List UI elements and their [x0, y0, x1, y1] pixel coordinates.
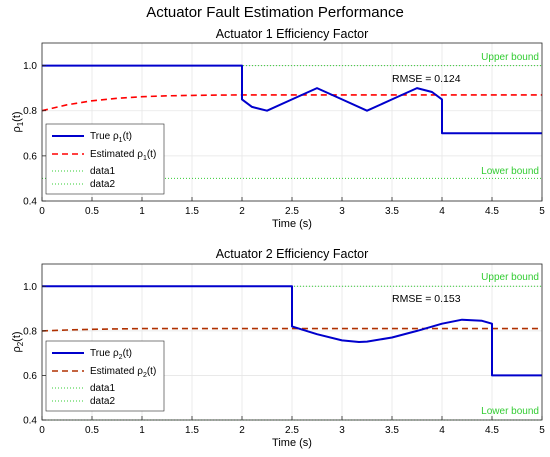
panel-1-legend-label-estimated: Estimated ρ1(t) — [90, 149, 156, 162]
panel-1-ylabel-rest: (t) — [11, 111, 23, 121]
panel-1-annotation: RMSE = 0.124 — [392, 73, 461, 85]
panel-2-estimated-series-line — [41, 327, 542, 332]
panel-1-ytick-label: 0.8 — [23, 106, 37, 117]
panel-1-legend: True ρ1(t) Estimated ρ1(t) data1 data2 — [45, 123, 165, 195]
panel-2-xtick-label: 2.5 — [285, 425, 299, 436]
panel-1-true-series-line — [42, 64, 542, 135]
panel-1-ticks: 0 0.5 1 1.5 2 2.5 3 3.5 4 4.5 5 0.4 0.6 0.8 1.0 — [23, 61, 545, 217]
panel-2-true-series-line — [42, 285, 542, 377]
panel-1-xtick-label: 1.5 — [185, 206, 199, 217]
panel-1-xtick-label: 5 — [539, 206, 545, 217]
panel-1-xtick-label: 0 — [39, 206, 45, 217]
panel-2-ylabel-rest: (t) — [11, 331, 23, 341]
panel-1-xtick-label: 3.5 — [385, 206, 399, 217]
panel-2-xtick-label: 5 — [539, 425, 545, 436]
panel-2-xtick-label: 2 — [239, 425, 245, 436]
panel-2-ytick-label: 0.6 — [23, 371, 37, 382]
panel-1-xtick-label: 1 — [139, 206, 145, 217]
panel-1-xtick-label: 4 — [439, 206, 445, 217]
panel-1-legend-label-data2: data2 — [90, 179, 115, 190]
panel-1-estimated-series-line — [41, 94, 542, 112]
panel-2-annotation: RMSE = 0.153 — [392, 293, 461, 305]
panel-2-lower-bound-label: Lower bound — [481, 406, 539, 417]
panel-2-ticks: 0 0.5 1 1.5 2 2.5 3 3.5 4 4.5 5 0.4 0.6 0.8 1.0 — [23, 282, 545, 436]
panel-2: Actuator 2 Efficiency Factor 0 0.5 1 1.5 2 2.… — [11, 247, 545, 449]
panel-1-xtick-label: 4.5 — [485, 206, 499, 217]
panel-2-legend-label-data2: data2 — [90, 396, 115, 407]
panel-2-ylabel-base: ρ — [11, 346, 23, 352]
panel-1-ytick-label: 0.4 — [23, 197, 37, 208]
panel-2-xtick-label: 1 — [139, 425, 145, 436]
panel-2-xtick-label: 3.5 — [385, 425, 399, 436]
panel-2-ylabel: ρ2(t) — [11, 331, 25, 352]
panel-1-ylabel-sub: 1 — [16, 121, 25, 126]
panel-1-legend-label-data1: data1 — [90, 166, 115, 177]
panel-2-legend-label-data1: data1 — [90, 383, 115, 394]
panel-2-ytick-label: 0.8 — [23, 326, 37, 337]
panel-2-xtick-label: 0.5 — [85, 425, 99, 436]
panel-2-xtick-label: 0 — [39, 425, 45, 436]
panel-1-xtick-label: 3 — [339, 206, 345, 217]
panel-1-xtick-label: 0.5 — [85, 206, 99, 217]
panel-1: Actuator 1 Efficiency Factor 0 0.5 1 1.5 2 2.… — [11, 27, 545, 230]
panel-1-plot — [41, 64, 542, 179]
panel-2-xtick-label: 1.5 — [185, 425, 199, 436]
figure-title: Actuator Fault Estimation Performance — [146, 4, 404, 21]
panel-1-ytick-label: 1.0 — [23, 61, 37, 72]
panel-2-legend-label-true: True ρ2(t) — [90, 348, 132, 361]
panel-2-ytick-label: 0.4 — [23, 416, 37, 427]
panel-2-xtick-label: 4.5 — [485, 425, 499, 436]
panel-2-xlabel: Time (s) — [272, 437, 312, 449]
panel-1-lower-bound-label: Lower bound — [481, 166, 539, 177]
panel-2-ylabel-sub: 2 — [16, 341, 25, 346]
panel-1-ylabel: ρ1(t) — [11, 111, 25, 132]
panel-2-xtick-label: 4 — [439, 425, 445, 436]
panel-1-ytick-label: 0.6 — [23, 151, 37, 162]
panel-2-xtick-label: 3 — [339, 425, 345, 436]
panel-1-xtick-label: 2.5 — [285, 206, 299, 217]
panel-1-title: Actuator 1 Efficiency Factor — [216, 27, 369, 41]
panel-1-upper-bound-label: Upper bound — [481, 52, 539, 63]
panel-1-legend-label-true: True ρ1(t) — [90, 131, 132, 144]
panel-2-ytick-label: 1.0 — [23, 282, 37, 293]
panel-1-xlabel: Time (s) — [272, 218, 312, 230]
panel-1-xtick-label: 2 — [239, 206, 245, 217]
panel-2-title: Actuator 2 Efficiency Factor — [216, 247, 369, 261]
panel-2-legend: True ρ2(t) Estimated ρ2(t) data1 data2 — [45, 340, 165, 412]
panel-1-ylabel-base: ρ — [11, 126, 23, 132]
panel-2-legend-label-estimated: Estimated ρ2(t) — [90, 366, 156, 379]
panel-2-upper-bound-label: Upper bound — [481, 272, 539, 283]
